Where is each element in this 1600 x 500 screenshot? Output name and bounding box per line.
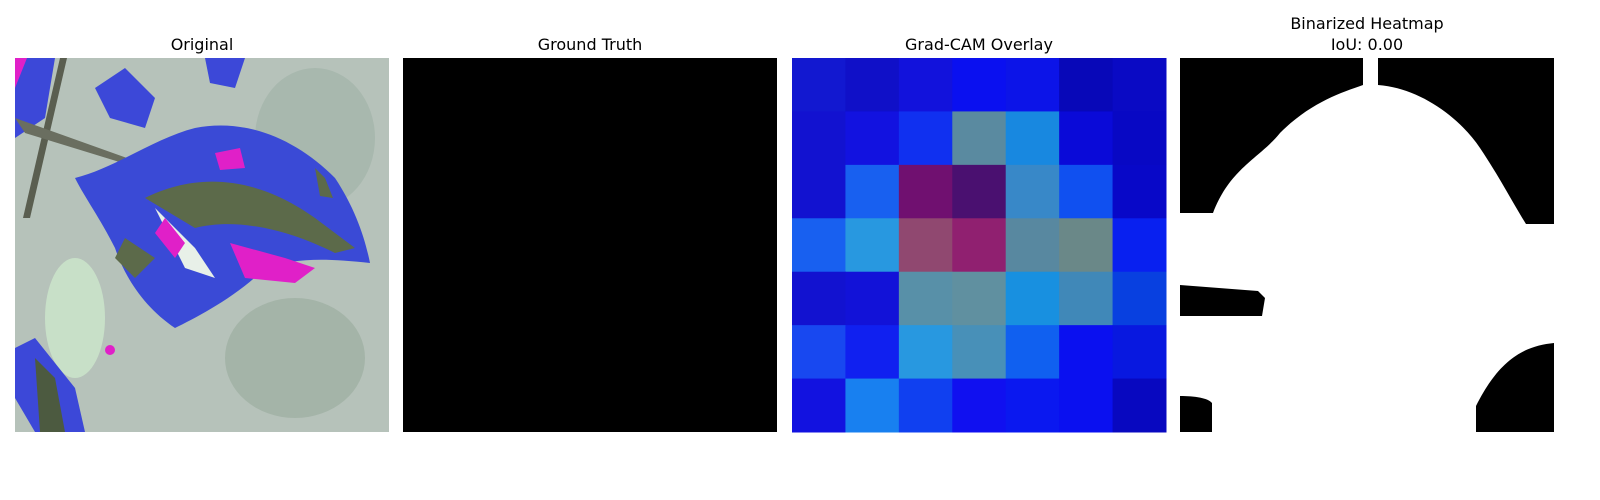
heatmap-cell [1059,325,1114,380]
heatmap-cell [1005,325,1060,380]
heatmap-cell [1005,164,1060,219]
heatmap-cell [1005,111,1060,166]
heatmap-cell [792,218,846,273]
heatmap-cell [952,378,1007,433]
ground-truth-mask [403,58,777,432]
heatmap-cell [1059,271,1114,326]
heatmap-cell [898,218,953,273]
heatmap-cell [845,58,900,112]
binarized-heatmap [1180,58,1554,432]
panel-title: Grad-CAM Overlay [905,35,1053,54]
heatmap-cell [792,271,846,326]
heatmap-cell [1005,218,1060,273]
heatmap-cell [845,164,900,219]
heatmap-cell [1059,218,1114,273]
panel-title: Original [171,35,234,54]
heatmap-cell [792,378,846,433]
heatmap-cell [1059,58,1114,112]
heatmap-cell [952,271,1007,326]
heatmap-cell [898,111,953,166]
heatmap-cell [845,378,900,433]
heatmap-cell [1112,111,1167,166]
heatmap-cell [845,111,900,166]
heatmap-cell [952,58,1007,112]
panel-title: Binarized Heatmap [1290,14,1443,33]
heatmap-cell [1112,218,1167,273]
heatmap-cell [1059,164,1114,219]
heatmap-cell [1112,325,1167,380]
heatmap-cell [898,271,953,326]
heatmap-cell [792,111,846,166]
heatmap-cell [792,58,846,112]
original-image [15,58,389,432]
heatmap-cell [1112,378,1167,433]
heatmap-cell [792,325,846,380]
heatmap-cell [952,325,1007,380]
heatmap-cell [845,325,900,380]
heatmap-cell [898,325,953,380]
heatmap-cell [845,271,900,326]
heatmap-cell [952,164,1007,219]
heatmap-cell [1059,111,1114,166]
panel-subtitle: IoU: 0.00 [1331,35,1403,54]
heatmap-cell [898,164,953,219]
heatmap-cell [1112,164,1167,219]
panel-title: Ground Truth [538,35,643,54]
gradcam-overlay [792,58,1167,433]
heatmap-cell [792,164,846,219]
heatmap-cell [845,218,900,273]
heatmap-cell [952,111,1007,166]
heatmap-cell [1005,378,1060,433]
heatmap-cell [1005,271,1060,326]
heatmap-cell [1112,271,1167,326]
heatmap-cell [1059,378,1114,433]
heatmap-cell [1112,58,1167,112]
heatmap-cell [898,378,953,433]
heatmap-cell [898,58,953,112]
heatmap-cell [1005,58,1060,112]
heatmap-cell [952,218,1007,273]
